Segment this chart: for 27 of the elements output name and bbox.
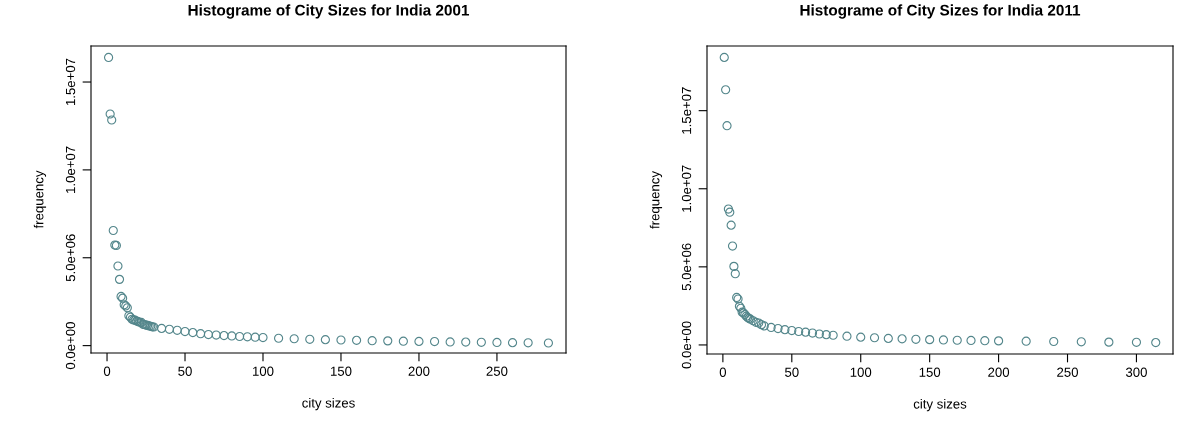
y-tick-label: 1.5e+07	[65, 58, 76, 106]
x-tick-label: 250	[1057, 367, 1079, 377]
y-tick-label: 1.0e+07	[65, 146, 76, 193]
y-axis-title: frequency	[33, 170, 47, 229]
x-tick-label: 100	[253, 366, 274, 376]
y-tick-label: 5.0e+06	[65, 234, 76, 282]
y-tick-label: 1.0e+07	[681, 165, 692, 212]
chart-title: Histograme of City Sizes for India 2001	[188, 4, 470, 19]
x-tick-label: 150	[919, 367, 941, 377]
x-tick-label: 300	[1125, 367, 1147, 377]
chart-title: Histograme of City Sizes for India 2011	[800, 4, 1081, 19]
x-tick-label: 150	[330, 366, 352, 376]
y-tick-label: 0.0e+00	[681, 321, 692, 369]
x-axis-title: city sizes	[913, 398, 967, 412]
x-axis-title: city sizes	[302, 397, 355, 411]
x-tick-label: 100	[850, 367, 872, 377]
y-tick-label: 5.0e+06	[681, 243, 692, 291]
y-axis-title: frequency	[649, 171, 663, 229]
x-tick-label: 50	[785, 367, 799, 377]
x-tick-label: 250	[486, 366, 508, 376]
x-tick-label: 0	[103, 366, 111, 376]
y-tick-label: 1.5e+07	[681, 87, 692, 134]
x-tick-label: 0	[719, 367, 727, 377]
x-tick-label: 50	[178, 366, 192, 376]
x-tick-label: 200	[988, 367, 1010, 377]
x-tick-label: 200	[408, 366, 430, 376]
y-tick-label: 0.0e+00	[65, 322, 76, 370]
